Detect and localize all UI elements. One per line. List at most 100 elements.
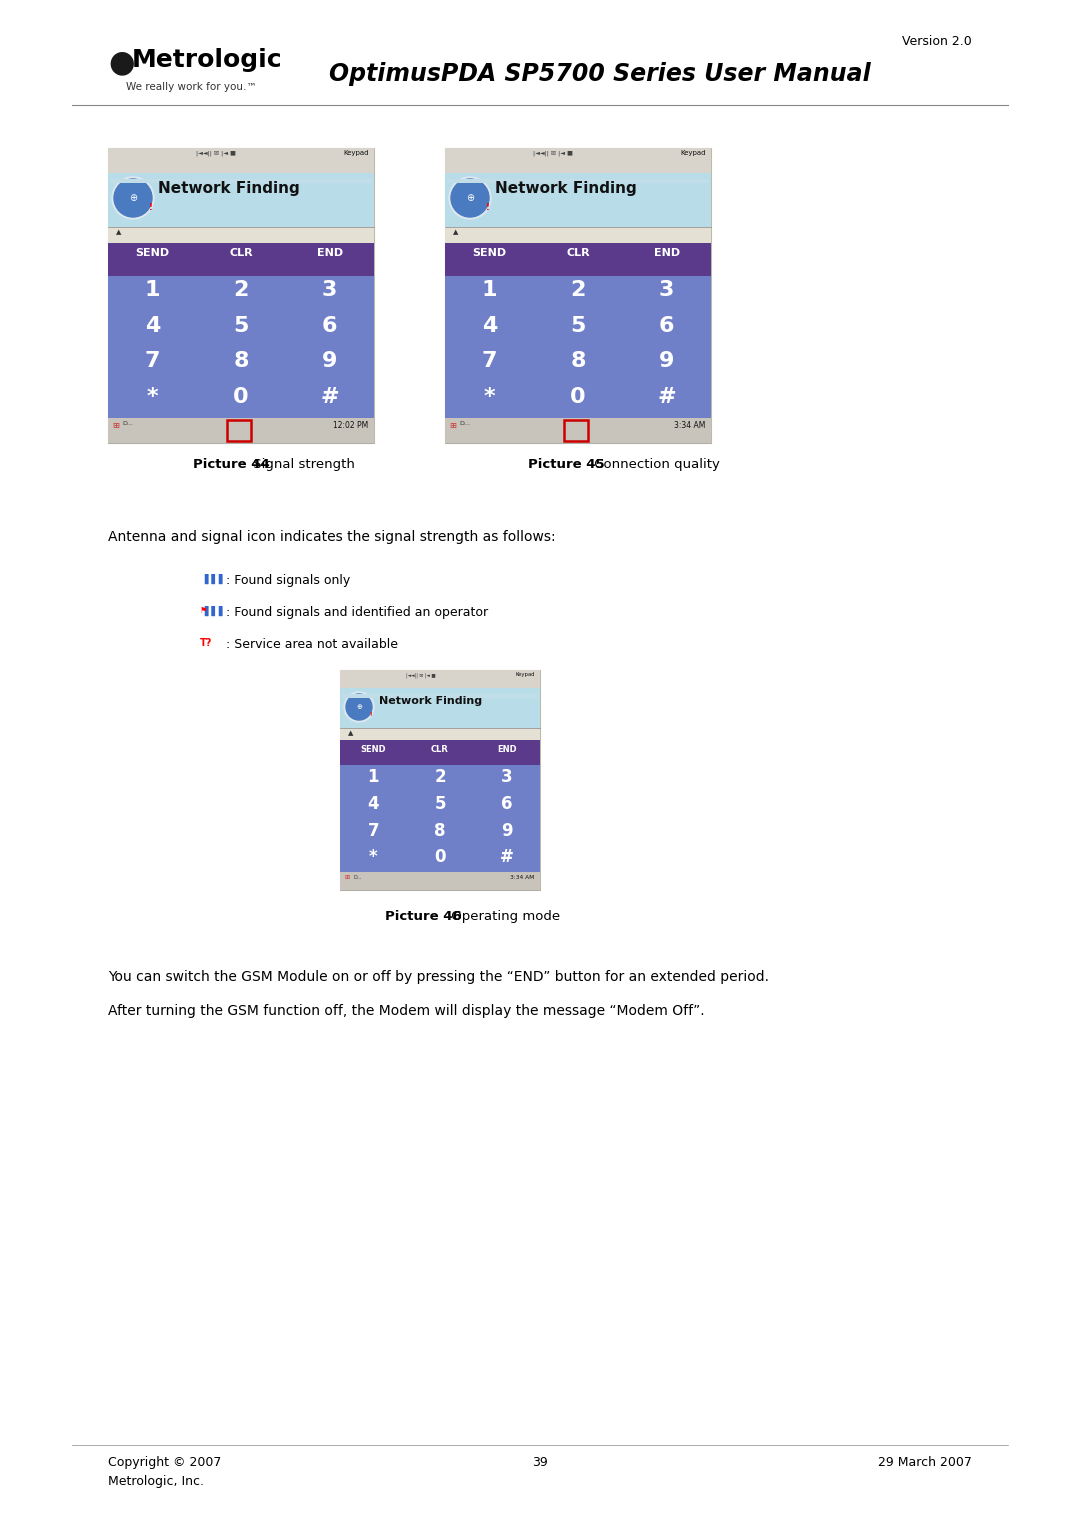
Text: 29 March 2007: 29 March 2007 (878, 1456, 972, 1468)
Text: Picture 46: Picture 46 (384, 911, 462, 923)
Text: 5: 5 (233, 316, 248, 336)
Text: ⊞: ⊞ (449, 422, 456, 429)
Bar (340, 688, 540, 727)
Bar (108, 148, 374, 443)
Text: |◄◄|| ✉ |◄ ■: |◄◄|| ✉ |◄ ■ (195, 150, 235, 156)
Text: Antenna and signal icon indicates the signal strength as follows:: Antenna and signal icon indicates the si… (108, 530, 555, 544)
Text: OptimusPDA SP5700 Series User Manual: OptimusPDA SP5700 Series User Manual (329, 63, 870, 86)
Bar (340, 766, 540, 872)
Bar (340, 872, 540, 889)
Text: After turning the GSM function off, the Modem will display the message “Modem Of: After turning the GSM function off, the … (108, 1004, 704, 1018)
Text: Version 2.0: Version 2.0 (902, 35, 972, 47)
Text: 8: 8 (434, 822, 446, 840)
Circle shape (451, 179, 489, 217)
Text: ▐▐▐: ▐▐▐ (200, 575, 222, 584)
Text: !: ! (149, 203, 153, 212)
Text: Metrologic: Metrologic (132, 47, 283, 72)
Bar (445, 419, 711, 443)
Text: ⚑: ⚑ (200, 607, 207, 614)
Text: ⊕: ⊕ (129, 193, 137, 203)
Text: END: END (316, 248, 342, 258)
Text: 0: 0 (233, 387, 248, 406)
Bar (445, 173, 711, 228)
Text: 39: 39 (532, 1456, 548, 1468)
Text: Connection quality: Connection quality (590, 458, 720, 471)
Bar (108, 243, 374, 277)
Text: ▲: ▲ (453, 229, 458, 235)
Text: ▐▐▐: ▐▐▐ (200, 607, 222, 616)
Bar (445, 277, 711, 419)
Text: : Found signals only: : Found signals only (222, 575, 350, 587)
Text: Network Finding: Network Finding (158, 180, 300, 196)
Bar (227, 420, 251, 442)
Text: Network Finding: Network Finding (495, 180, 637, 196)
Text: ⊞: ⊞ (112, 422, 119, 429)
Text: : Service area not available: : Service area not available (222, 639, 399, 651)
Text: 12:02 PM: 12:02 PM (333, 422, 368, 429)
Text: 5: 5 (434, 795, 446, 813)
Bar (108, 148, 374, 173)
Bar (445, 148, 711, 173)
Text: 6: 6 (659, 316, 674, 336)
Text: 3:34 AM: 3:34 AM (510, 876, 534, 880)
Text: Keypad: Keypad (515, 672, 535, 677)
Text: 0: 0 (434, 848, 446, 866)
Text: 7: 7 (482, 351, 497, 371)
Text: 1: 1 (367, 769, 379, 787)
Text: 4: 4 (482, 316, 497, 336)
Bar (564, 420, 588, 442)
Bar (108, 173, 374, 228)
Text: : Found signals and identified an operator: : Found signals and identified an operat… (222, 607, 488, 619)
Text: 9: 9 (659, 351, 674, 371)
Text: CLR: CLR (229, 248, 253, 258)
Text: Copyright © 2007
Metrologic, Inc.: Copyright © 2007 Metrologic, Inc. (108, 1456, 221, 1488)
Text: T?: T? (200, 639, 213, 648)
Text: 9: 9 (322, 351, 337, 371)
Bar (108, 228, 374, 243)
Text: #: # (500, 848, 514, 866)
Circle shape (346, 694, 372, 720)
Text: 9: 9 (501, 822, 513, 840)
Bar (340, 740, 540, 766)
Text: 2: 2 (233, 280, 248, 301)
Bar (445, 228, 711, 243)
Text: END: END (497, 746, 516, 753)
Text: Signal strength: Signal strength (249, 458, 355, 471)
Text: ⊕: ⊕ (465, 193, 474, 203)
Text: Network Finding: Network Finding (379, 695, 482, 706)
Text: 1: 1 (145, 280, 160, 301)
Bar (447, 179, 708, 183)
Text: Operating mode: Operating mode (447, 911, 561, 923)
Bar (340, 669, 540, 688)
Text: 4: 4 (145, 316, 160, 336)
Text: 3:34 AM: 3:34 AM (674, 422, 705, 429)
Bar (340, 727, 540, 740)
Text: #: # (321, 387, 339, 406)
Text: 7: 7 (145, 351, 160, 371)
Bar (108, 277, 374, 419)
Bar (445, 243, 711, 277)
Text: 4: 4 (367, 795, 379, 813)
Text: !: ! (369, 712, 373, 717)
Text: *: * (369, 848, 378, 866)
Text: You can switch the GSM Module on or off by pressing the “END” button for an exte: You can switch the GSM Module on or off … (108, 970, 769, 984)
Text: Keypad: Keypad (680, 150, 706, 156)
Text: 1: 1 (482, 280, 497, 301)
Text: 8: 8 (570, 351, 585, 371)
Text: ⊞: ⊞ (345, 876, 349, 880)
Text: SEND: SEND (472, 248, 507, 258)
Text: We really work for you.™: We really work for you.™ (126, 83, 257, 92)
Text: 0: 0 (570, 387, 585, 406)
Text: 6: 6 (322, 316, 337, 336)
Text: ●: ● (108, 47, 135, 76)
Text: Picture 44: Picture 44 (193, 458, 270, 471)
Text: CLR: CLR (431, 746, 449, 753)
Bar (110, 179, 372, 183)
Circle shape (449, 177, 491, 219)
Text: 8: 8 (233, 351, 248, 371)
Bar (445, 148, 711, 443)
Text: SEND: SEND (361, 746, 387, 753)
Bar (108, 419, 374, 443)
Text: D...: D... (122, 422, 133, 426)
Text: Keypad: Keypad (343, 150, 369, 156)
